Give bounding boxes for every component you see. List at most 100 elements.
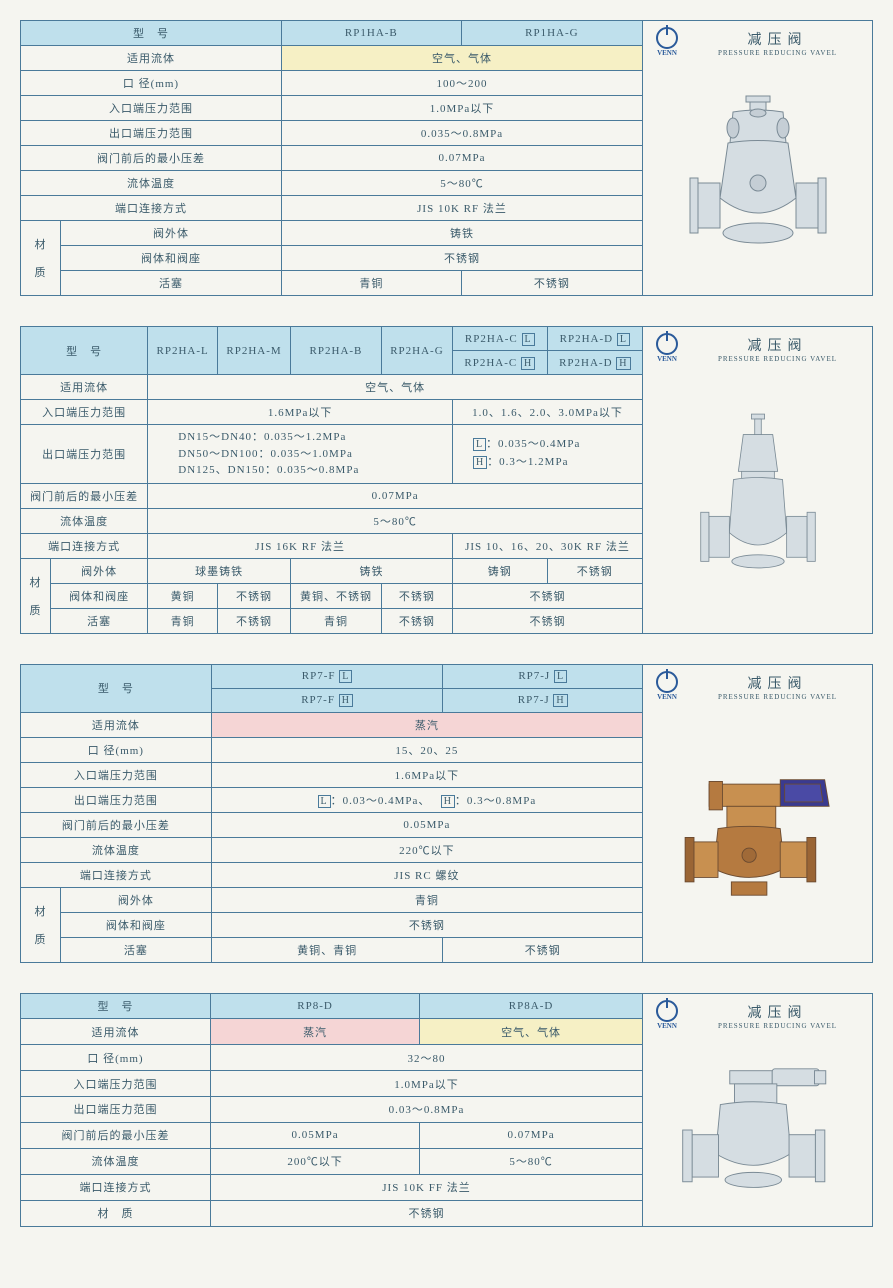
- val: 0.07MPa: [148, 483, 643, 508]
- model: RP8-D: [211, 993, 420, 1019]
- model: RP2HA-B: [291, 327, 382, 375]
- label-piston: 活塞: [61, 271, 282, 296]
- val: 0.05MPa: [211, 812, 642, 837]
- val: 空气、气体: [282, 46, 643, 71]
- section-rp1ha: 型 号 RP1HA-B RP1HA-G 适用流体 空气、气体 口 径(mm) 1…: [20, 20, 873, 296]
- side-panel: VENN 减压阀 PRESSURE REDUCING VAVEL: [643, 326, 873, 634]
- val: 不锈钢: [218, 583, 291, 608]
- val: 黄铜、青铜: [211, 937, 443, 962]
- valve-image: [651, 67, 864, 289]
- label-diff: 阀门前后的最小压差: [21, 483, 148, 508]
- val: 1.0、1.6、2.0、3.0MPa以下: [452, 400, 642, 425]
- val: 不锈钢: [547, 558, 642, 583]
- val: 青铜: [148, 608, 218, 633]
- label-seat: 阀体和阀座: [61, 912, 212, 937]
- label-piston: 活塞: [61, 937, 212, 962]
- val: 青铜: [291, 608, 382, 633]
- model: RP2HA-C H: [452, 351, 547, 375]
- model: RP2HA-C L: [452, 327, 547, 351]
- val: 不锈钢: [381, 583, 452, 608]
- val: 黄铜: [148, 583, 218, 608]
- label-model: 型 号: [21, 664, 212, 712]
- label-inlet: 入口端压力范围: [21, 96, 282, 121]
- val: JIS 10K RF 法兰: [282, 196, 643, 221]
- valve-image: [651, 711, 864, 956]
- val: L：0.03～0.4MPa、 H：0.3～0.8MPa: [211, 787, 642, 812]
- val: 球墨铸铁: [148, 558, 291, 583]
- label-fluid: 适用流体: [21, 375, 148, 400]
- label-temp: 流体温度: [21, 1148, 211, 1174]
- val: 空气、气体: [148, 375, 643, 400]
- val: 0.035～0.8MPa: [282, 121, 643, 146]
- val: 1.0MPa以下: [282, 96, 643, 121]
- val: 蒸汽: [211, 712, 642, 737]
- label-diff: 阀门前后的最小压差: [21, 1122, 211, 1148]
- model: RP7-F L: [211, 664, 443, 688]
- label-conn: 端口连接方式: [21, 196, 282, 221]
- val: 不锈钢: [211, 912, 642, 937]
- val: 5～80℃: [420, 1148, 643, 1174]
- val: 5～80℃: [282, 171, 643, 196]
- val: 1.0MPa以下: [211, 1071, 643, 1097]
- val: 铸铁: [282, 221, 643, 246]
- label-material: 材质: [21, 221, 61, 296]
- val: 青铜: [211, 887, 642, 912]
- section-rp8: 型 号 RP8-D RP8A-D 适用流体 蒸汽 空气、气体 口 径(mm) 3…: [20, 993, 873, 1227]
- val: 0.05MPa: [211, 1122, 420, 1148]
- model: RP2HA-D L: [547, 327, 642, 351]
- val: 1.6MPa以下: [148, 400, 453, 425]
- val: 不锈钢: [218, 608, 291, 633]
- val: 0.03～0.8MPa: [211, 1097, 643, 1123]
- label-fluid: 适用流体: [21, 46, 282, 71]
- valve-image: [651, 373, 864, 627]
- val: 32～80: [211, 1045, 643, 1071]
- label-temp: 流体温度: [21, 508, 148, 533]
- label-inlet: 入口端压力范围: [21, 1071, 211, 1097]
- label-outlet: 出口端压力范围: [21, 787, 212, 812]
- label-body: 阀外体: [51, 558, 148, 583]
- val: 不锈钢: [461, 271, 642, 296]
- val: 不锈钢: [381, 608, 452, 633]
- label-conn: 端口连接方式: [21, 1174, 211, 1200]
- model: RP2HA-D H: [547, 351, 642, 375]
- label-diff: 阀门前后的最小压差: [21, 812, 212, 837]
- val: L：0.035～0.4MPa H：0.3～1.2MPa: [452, 425, 642, 484]
- label-material: 材质: [21, 887, 61, 962]
- label-inlet: 入口端压力范围: [21, 762, 212, 787]
- val: 200℃以下: [211, 1148, 420, 1174]
- brand-row: VENN 减压阀 PRESSURE REDUCING VAVEL: [651, 1000, 864, 1032]
- label-outlet: 出口端压力范围: [21, 425, 148, 484]
- label-conn: 端口连接方式: [21, 862, 212, 887]
- val: 铸钢: [452, 558, 547, 583]
- label-fluid: 适用流体: [21, 1019, 211, 1045]
- venn-logo-icon: VENN: [651, 1000, 683, 1032]
- val: JIS 10K FF 法兰: [211, 1174, 643, 1200]
- val: 100～200: [282, 71, 643, 96]
- val: 不锈钢: [282, 246, 643, 271]
- brand-title: 减压阀 PRESSURE REDUCING VAVEL: [691, 673, 864, 701]
- val: 青铜: [282, 271, 462, 296]
- brand-title: 减压阀 PRESSURE REDUCING VAVEL: [691, 335, 864, 363]
- side-panel: VENN 减压阀 PRESSURE REDUCING VAVEL: [643, 664, 873, 963]
- brand-title: 减压阀 PRESSURE REDUCING VAVEL: [691, 29, 864, 57]
- val: JIS 16K RF 法兰: [148, 533, 453, 558]
- val: DN15～DN40：0.035～1.2MPa DN50～DN100：0.035～…: [148, 425, 453, 484]
- model: RP1HA-G: [461, 21, 642, 46]
- label-conn: 端口连接方式: [21, 533, 148, 558]
- label-model: 型 号: [21, 21, 282, 46]
- val: 黄铜、不锈钢: [291, 583, 382, 608]
- venn-logo-icon: VENN: [651, 333, 683, 365]
- val: 5～80℃: [148, 508, 643, 533]
- section-rp7: 型 号 RP7-F L RP7-J L RP7-F H RP7-J H 适用流体…: [20, 664, 873, 963]
- label-material: 材 质: [21, 1200, 211, 1226]
- val: 0.07MPa: [420, 1122, 643, 1148]
- model: RP2HA-M: [218, 327, 291, 375]
- val: JIS 10、16、20、30K RF 法兰: [452, 533, 642, 558]
- label-seat: 阀体和阀座: [51, 583, 148, 608]
- label-dia: 口 径(mm): [21, 1045, 211, 1071]
- model: RP7-J H: [443, 688, 643, 712]
- label-piston: 活塞: [51, 608, 148, 633]
- brand-row: VENN 减压阀 PRESSURE REDUCING VAVEL: [651, 27, 864, 59]
- label-fluid: 适用流体: [21, 712, 212, 737]
- brand-row: VENN 减压阀 PRESSURE REDUCING VAVEL: [651, 333, 864, 365]
